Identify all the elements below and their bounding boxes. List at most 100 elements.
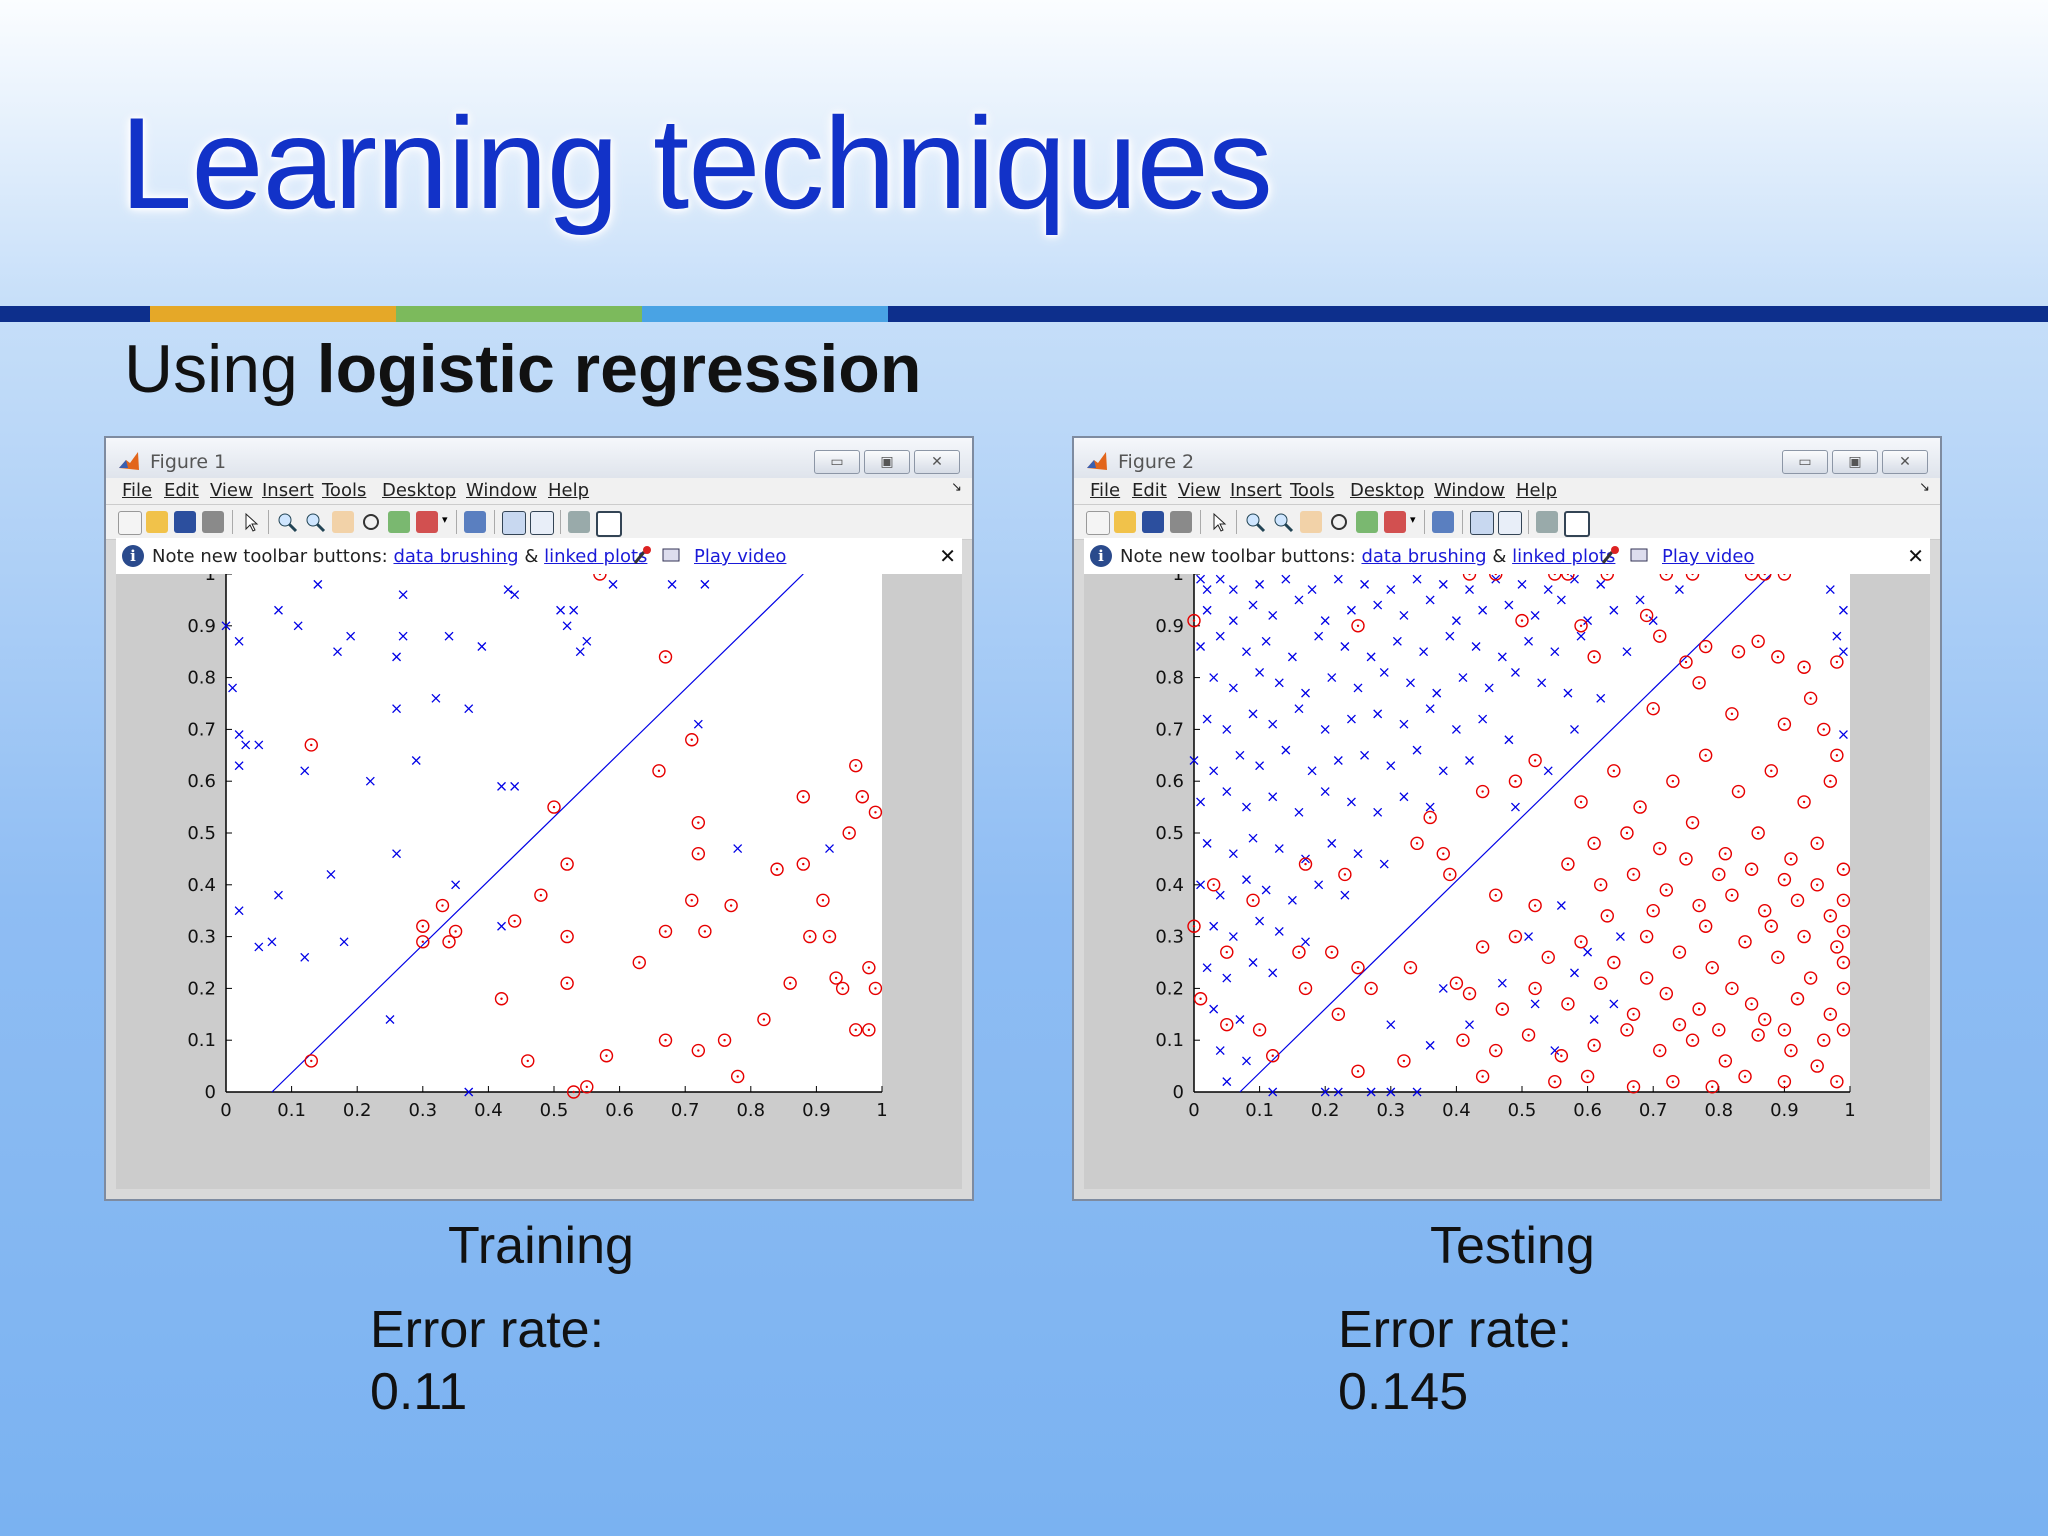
play-video-link[interactable]: Play video [1662,546,1755,567]
x-marker-point [1242,875,1251,885]
title-bar[interactable]: Figure 1 ▭ ▣ ✕ [106,438,972,478]
menu-window[interactable]: Window [1434,480,1505,501]
menu-tools[interactable]: Tools [1290,480,1335,501]
show-tools-icon[interactable] [1564,511,1590,537]
y-tick-label: 0.2 [1155,978,1184,999]
undock-icon[interactable]: ↘ [951,480,962,495]
x-marker-point [392,704,402,714]
rotate-icon[interactable] [1328,511,1350,533]
menu-file[interactable]: File [122,480,153,501]
undock-icon[interactable]: ↘ [1919,480,1930,495]
hide-tools-icon[interactable] [1536,511,1558,533]
close-note-icon[interactable]: ✕ [939,544,956,568]
x-marker-point [398,631,408,641]
colorbar-icon[interactable] [502,511,526,535]
x-marker-point [1360,579,1370,589]
x-marker-point [1615,932,1625,942]
show-tools-icon[interactable] [596,511,622,537]
circle-marker-point [1252,1023,1267,1037]
circle-marker-point [862,1023,876,1037]
x-marker-point [444,631,454,641]
print-icon[interactable] [1170,511,1192,533]
zoom-in-icon[interactable] [1244,511,1266,533]
legend-icon[interactable] [1498,511,1522,535]
menu-insert[interactable]: Insert [1230,480,1282,501]
circle-marker-point [1594,878,1608,892]
circle-marker-point [1187,613,1201,628]
colorbar-icon[interactable] [1470,511,1494,535]
menu-help[interactable]: Help [548,480,590,501]
data-cursor-icon[interactable] [1356,511,1378,533]
x-marker-point [1228,683,1238,693]
hide-tools-icon[interactable] [568,511,590,533]
decision-boundary-line [1239,574,1772,1093]
zoom-in-icon[interactable] [276,511,298,533]
pointer-icon[interactable] [240,511,262,533]
circle-marker-point [1751,634,1765,649]
print-icon[interactable] [202,511,224,533]
brush-icon[interactable] [1384,511,1406,533]
save-icon[interactable] [1142,511,1164,533]
close-note-icon[interactable]: ✕ [1907,544,1924,568]
maximize-button[interactable]: ▣ [1832,450,1878,474]
x-marker-point [1366,1087,1376,1097]
toolbar: ▾ [1074,504,1940,540]
pointer-icon[interactable] [1208,511,1230,533]
menu-window[interactable]: Window [466,480,537,501]
x-marker-point [254,740,264,750]
menu-insert[interactable]: Insert [262,480,314,501]
zoom-out-icon[interactable] [1272,511,1294,533]
title-bar[interactable]: Figure 2 ▭ ▣ ✕ [1074,438,1940,478]
circle-marker-point [1653,629,1667,643]
circle-marker-point [803,929,817,944]
circle-marker-point [1698,639,1713,654]
legend-icon[interactable] [530,511,554,535]
circle-marker-point [1626,1007,1641,1021]
circle-marker-point [757,1012,771,1027]
menu-tools[interactable]: Tools [322,480,367,501]
x-marker-point [1196,797,1206,807]
brush-icon[interactable] [416,511,438,533]
circle-marker-point [1679,655,1693,669]
menu-edit[interactable]: Edit [1132,480,1167,501]
x-marker-point [1451,724,1461,734]
circle-marker-point [547,800,561,814]
circle-marker-point [1351,619,1365,633]
pan-icon[interactable] [1300,511,1322,533]
new-figure-icon[interactable] [118,511,142,535]
minimize-button[interactable]: ▭ [1782,450,1828,474]
link-plot-icon[interactable] [1432,511,1454,533]
data-brushing-link[interactable]: data brushing [1361,546,1487,567]
menu-desktop[interactable]: Desktop [382,480,457,501]
linked-plots-link[interactable]: linked plots [544,546,648,567]
open-icon[interactable] [146,511,168,533]
circle-marker-point [442,935,456,949]
data-cursor-icon[interactable] [388,511,410,533]
menu-edit[interactable]: Edit [164,480,199,501]
menu-view[interactable]: View [210,480,253,501]
close-button[interactable]: ✕ [914,450,960,474]
pan-icon[interactable] [332,511,354,533]
menu-help[interactable]: Help [1516,480,1558,501]
new-figure-icon[interactable] [1086,511,1110,535]
circle-marker-point [1246,893,1260,908]
x-marker-point [608,579,618,589]
link-plot-icon[interactable] [464,511,486,533]
minimize-button[interactable]: ▭ [814,450,860,474]
rotate-icon[interactable] [360,511,382,533]
maximize-button[interactable]: ▣ [864,450,910,474]
save-icon[interactable] [174,511,196,533]
x-marker-point [1294,704,1304,714]
testing-error-value: 0.145 [1338,1363,1469,1421]
open-icon[interactable] [1114,511,1136,533]
menu-desktop[interactable]: Desktop [1350,480,1425,501]
menu-view[interactable]: View [1178,480,1221,501]
x-marker-point [1287,652,1297,662]
data-brushing-link[interactable]: data brushing [393,546,519,567]
close-button[interactable]: ✕ [1882,450,1928,474]
linked-plots-link[interactable]: linked plots [1512,546,1616,567]
zoom-out-icon[interactable] [304,511,326,533]
menu-file[interactable]: File [1090,480,1121,501]
circle-marker-point [1653,841,1667,856]
play-video-link[interactable]: Play video [694,546,787,567]
